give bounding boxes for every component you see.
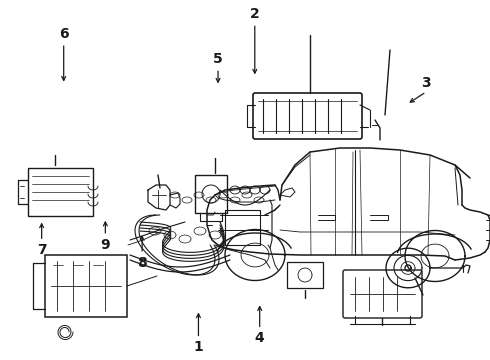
Text: 8: 8 — [137, 256, 147, 270]
Bar — [195, 175, 227, 213]
Text: 4: 4 — [255, 332, 265, 345]
Bar — [287, 262, 323, 288]
Text: 7: 7 — [37, 243, 47, 257]
Bar — [45, 255, 127, 317]
Text: 1: 1 — [194, 341, 203, 354]
Text: 6: 6 — [59, 27, 69, 41]
Bar — [28, 168, 93, 216]
Text: 5: 5 — [213, 53, 223, 66]
Text: 3: 3 — [421, 76, 431, 90]
Text: 9: 9 — [100, 238, 110, 252]
Text: 2: 2 — [250, 8, 260, 21]
